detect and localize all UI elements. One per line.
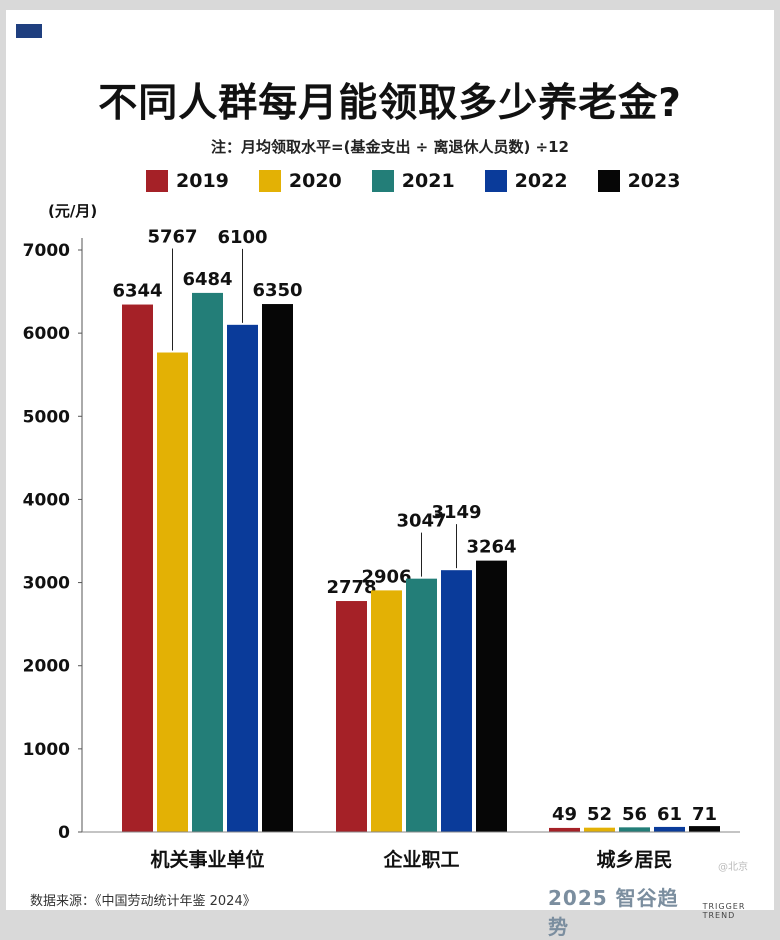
legend-swatch bbox=[597, 170, 620, 192]
y-tick-label: 1000 bbox=[23, 740, 70, 760]
y-tick-label: 3000 bbox=[23, 574, 70, 594]
data-label: 5767 bbox=[147, 227, 197, 248]
bar-chart: 0 1000 2000 3000 4000 5000 6000 7000 6344 2778 49 5… bbox=[23, 227, 740, 871]
data-label: 56 bbox=[622, 804, 647, 825]
x-category-label: 企业职工 bbox=[382, 848, 459, 871]
bar-机关事业单位-2023 bbox=[262, 304, 293, 832]
legend-item-2022: 2022 bbox=[484, 170, 568, 192]
chart-note: 注：月均领取水平=(基金支出 ÷ 离退休人员数) ÷12 bbox=[211, 138, 569, 156]
legend-item-2023: 2023 bbox=[597, 170, 681, 192]
legend-label: 2021 bbox=[401, 170, 455, 192]
x-category-label: 城乡居民 bbox=[596, 848, 672, 871]
bar-城乡居民-2023 bbox=[689, 826, 720, 832]
chart-title: 不同人群每月能领取多少养老金? bbox=[98, 81, 682, 126]
corner-logo-mark bbox=[16, 24, 42, 38]
legend-item-2020: 2020 bbox=[258, 170, 342, 192]
bar-机关事业单位-2020 bbox=[157, 352, 188, 832]
data-label: 6350 bbox=[252, 280, 302, 301]
x-category-label: 机关事业单位 bbox=[150, 848, 264, 871]
watermark: @北京 bbox=[718, 862, 748, 873]
data-label: 71 bbox=[692, 804, 717, 825]
bar-企业职工-2023 bbox=[476, 560, 507, 832]
data-label: 6484 bbox=[182, 269, 232, 290]
legend-label: 2020 bbox=[288, 170, 342, 192]
data-label: 2906 bbox=[361, 566, 411, 587]
bar-城乡居民-2022 bbox=[654, 826, 685, 832]
legend: 2019 2020 2021 2022 2023 bbox=[146, 168, 680, 194]
legend-label: 2019 bbox=[176, 170, 229, 192]
y-tick-label: 0 bbox=[58, 823, 70, 843]
bar-机关事业单位-2022 bbox=[227, 324, 258, 832]
legend-item-2019: 2019 bbox=[146, 170, 229, 192]
legend-swatch bbox=[371, 170, 394, 192]
bar-企业职工-2019 bbox=[336, 601, 367, 832]
data-label: 3047 bbox=[396, 511, 446, 532]
brand-name: 2025 智谷趋势 bbox=[548, 886, 679, 939]
data-label: 3264 bbox=[466, 537, 516, 558]
y-tick-label: 4000 bbox=[23, 490, 70, 510]
data-label: 6100 bbox=[217, 227, 267, 248]
bar-企业职工-2022 bbox=[441, 570, 472, 832]
y-tick-label: 7000 bbox=[23, 241, 70, 261]
bar-城乡居民-2021 bbox=[619, 827, 650, 832]
y-axis-unit: (元/月) bbox=[48, 202, 98, 220]
legend-label: 2022 bbox=[514, 170, 568, 192]
y-tick-label: 5000 bbox=[23, 407, 70, 427]
data-label: 2778 bbox=[326, 577, 376, 598]
data-label: 52 bbox=[587, 804, 612, 825]
brand-subtitle: TRIGGER TREND bbox=[702, 902, 746, 920]
data-source: 数据来源：《中国劳动统计年鉴 2024》 bbox=[30, 894, 256, 909]
y-tick-label: 6000 bbox=[23, 324, 70, 344]
legend-item-2021: 2021 bbox=[371, 170, 455, 192]
bar-城乡居民-2019 bbox=[549, 827, 580, 832]
bar-机关事业单位-2021 bbox=[192, 292, 223, 832]
data-label: 49 bbox=[552, 804, 577, 825]
data-label: 6344 bbox=[112, 281, 162, 302]
bar-企业职工-2020 bbox=[371, 590, 402, 832]
legend-swatch bbox=[484, 170, 507, 192]
legend-swatch bbox=[146, 170, 168, 192]
data-label: 3149 bbox=[431, 502, 481, 523]
y-tick-label: 2000 bbox=[23, 657, 70, 677]
legend-swatch bbox=[258, 170, 281, 192]
bar-企业职工-2021 bbox=[406, 578, 437, 832]
legend-label: 2023 bbox=[627, 170, 681, 192]
brand-logo: 2025 智谷趋势 TRIGGER TREND bbox=[548, 882, 780, 940]
bar-机关事业单位-2019 bbox=[122, 304, 153, 832]
data-label: 61 bbox=[657, 804, 682, 825]
bar-城乡居民-2020 bbox=[584, 827, 615, 832]
